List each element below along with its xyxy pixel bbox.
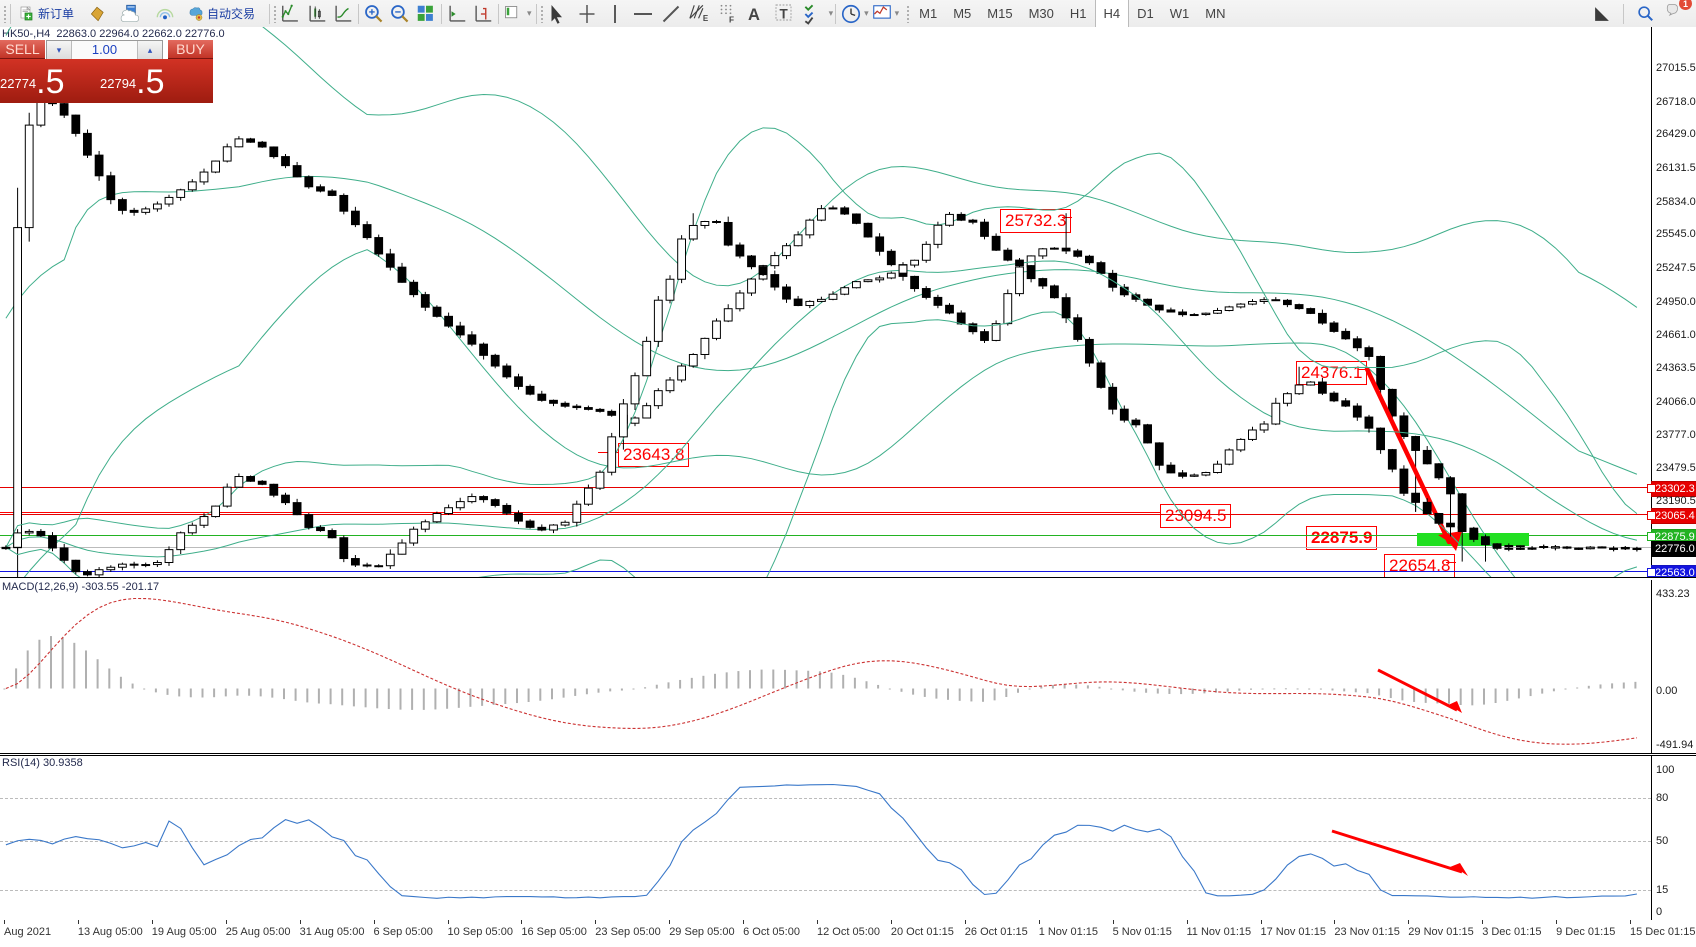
svg-text:E: E: [702, 14, 707, 23]
svg-text:F: F: [729, 15, 734, 24]
svg-text:T: T: [779, 6, 788, 21]
svg-text:A: A: [748, 6, 760, 24]
